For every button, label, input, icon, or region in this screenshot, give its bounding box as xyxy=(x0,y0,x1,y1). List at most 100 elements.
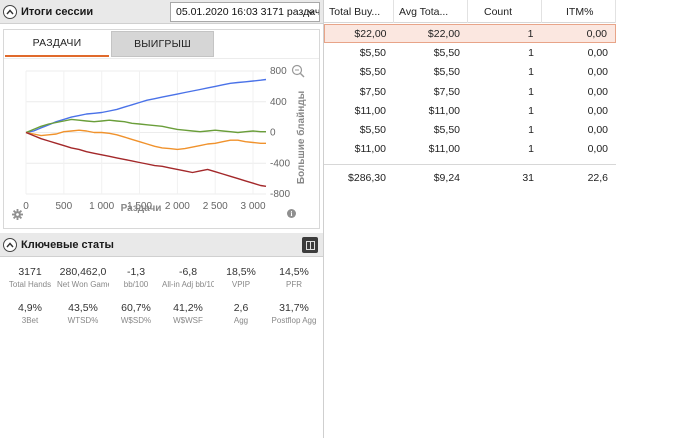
table-row[interactable]: $7,50 $7,50 1 0,00 xyxy=(324,82,616,101)
stat-value: 41,2% xyxy=(173,302,203,314)
column-header-itm[interactable]: ITM% xyxy=(542,0,616,23)
column-header-count[interactable]: Count xyxy=(468,0,542,23)
cell-itm: 0,00 xyxy=(586,27,608,40)
y-tick-label: 0 xyxy=(270,128,276,139)
graph-chart: 800 400 0 -400 -800 0 500 1 000 1 500 2 000 2 500 3… xyxy=(23,64,307,214)
stat-label: W$WSF xyxy=(173,316,203,325)
session-summary-title: Итоги сессии xyxy=(21,5,94,18)
table-row[interactable]: $22,00 $22,00 1 0,00 xyxy=(324,24,616,44)
stat-total-hands: 3171 Total Hands xyxy=(4,266,56,289)
collapse-key-stats-button[interactable] xyxy=(3,237,17,252)
stat-value: -6,8 xyxy=(178,266,198,278)
cell-avg-total: $7,50 xyxy=(433,85,460,98)
cell-itm: 0,00 xyxy=(587,85,608,98)
x-tick-label: 500 xyxy=(55,201,72,212)
left-panel: Итоги сессии 05.01.2020 16:03 3171 разда… xyxy=(0,0,323,438)
stat-label: VPIP xyxy=(231,280,251,289)
session-summary-header: Итоги сессии 05.01.2020 16:03 3171 разда… xyxy=(0,0,323,24)
chevron-up-icon xyxy=(6,241,14,247)
stat-value: -1,3 xyxy=(126,266,146,278)
cell-avg-total: $5,50 xyxy=(433,124,460,137)
footer-total-buyin: $286,30 xyxy=(348,171,386,184)
cell-itm: 0,00 xyxy=(587,46,608,59)
info-icon[interactable]: i xyxy=(287,209,296,218)
cell-count: 1 xyxy=(528,143,534,156)
footer-count: 31 xyxy=(522,171,534,184)
tournament-table: Total Buy... Avg Tota... Count ITM% $22,… xyxy=(324,0,616,190)
cell-total-buyin: $5,50 xyxy=(359,124,386,137)
stat-value: 2,6 xyxy=(233,302,249,314)
stat-value: 14,5% xyxy=(279,266,309,278)
cell-avg-total: $5,50 xyxy=(433,66,460,79)
y-tick-label: 400 xyxy=(270,97,287,108)
stat-wwsf: 41,2% W$WSF xyxy=(162,302,214,325)
cell-total-buyin: $11,00 xyxy=(354,143,386,156)
cell-itm: 0,00 xyxy=(587,104,608,117)
table-row[interactable]: $5,50 $5,50 1 0,00 xyxy=(324,63,616,82)
stat-label: WTSD% xyxy=(67,316,99,325)
stat-wtsd: 43,5% WTSD% xyxy=(57,302,109,325)
stat-label: bb/100 xyxy=(123,280,149,289)
cell-count: 1 xyxy=(528,66,534,79)
cell-itm: 0,00 xyxy=(587,124,608,137)
stat-value: 280,462,0 xyxy=(59,266,107,278)
cell-count: 1 xyxy=(528,85,534,98)
y-tick-label: -800 xyxy=(270,189,290,200)
series-line-3 xyxy=(25,131,267,187)
stat-allin-adj: -6,8 All-in Adj bb/100 xyxy=(162,266,214,289)
cell-avg-total: $22,00 xyxy=(427,27,461,40)
x-tick-label: 2 500 xyxy=(203,201,228,212)
stat-label: All-in Adj bb/100 xyxy=(162,280,214,289)
table-row[interactable]: $5,50 $5,50 1 0,00 xyxy=(324,43,616,62)
column-header-avg-total[interactable]: Avg Tota... xyxy=(394,0,468,23)
panel-divider[interactable] xyxy=(323,0,324,438)
zoom-icon[interactable] xyxy=(291,64,305,78)
cell-avg-total: $11,00 xyxy=(428,104,460,117)
table-header: Total Buy... Avg Tota... Count ITM% xyxy=(324,0,616,23)
tab-hands[interactable]: РАЗДАЧИ xyxy=(5,31,109,57)
column-header-total-buyin[interactable]: Total Buy... xyxy=(324,0,394,23)
stat-bb100: -1,3 bb/100 xyxy=(110,266,162,289)
collapse-session-button[interactable] xyxy=(3,4,17,19)
x-tick-label: 2 000 xyxy=(165,201,190,212)
stat-wsd: 60,7% W$SD% xyxy=(110,302,162,325)
stat-label: Postflop Agg xyxy=(271,316,317,325)
x-tick-label: 0 xyxy=(23,201,29,212)
stat-value: 43,5% xyxy=(68,302,98,314)
gear-icon[interactable] xyxy=(12,209,23,220)
cell-avg-total: $5,50 xyxy=(433,46,460,59)
x-tick-label: 1 500 xyxy=(127,201,152,212)
series-line-1 xyxy=(25,118,266,134)
cell-total-buyin: $11,00 xyxy=(354,104,386,117)
stat-label: Agg xyxy=(233,316,249,325)
stat-vpip: 18,5% VPIP xyxy=(215,266,267,289)
cell-total-buyin: $5,50 xyxy=(359,46,386,59)
chart-area: 800 400 0 -400 -800 0 500 1 000 1 500 2 000 2 500 3… xyxy=(4,58,319,228)
stat-value: 4,9% xyxy=(18,302,42,314)
stat-3bet: 4,9% 3Bet xyxy=(4,302,56,325)
chevron-up-icon xyxy=(6,8,14,14)
tab-winnings[interactable]: ВЫИГРЫШ xyxy=(111,31,214,57)
session-select[interactable]: 05.01.2020 16:03 3171 раздач) xyxy=(170,2,320,22)
cell-itm: 0,00 xyxy=(587,143,608,156)
y-tick-label: -400 xyxy=(270,158,290,169)
panel-layout-icon[interactable] xyxy=(302,237,318,253)
stat-value: 3171 xyxy=(18,266,42,278)
cell-itm: 0,00 xyxy=(587,66,608,79)
series-line-0 xyxy=(25,78,267,134)
stat-agg: 2,6 Agg xyxy=(215,302,267,325)
stat-value: 60,7% xyxy=(121,302,151,314)
table-footer: $286,30 $9,24 31 22,6 xyxy=(324,164,616,190)
footer-itm: 22,6 xyxy=(587,171,608,184)
stat-pfr: 14,5% PFR xyxy=(268,266,320,289)
series-line-2 xyxy=(25,129,266,151)
table-row[interactable]: $5,50 $5,50 1 0,00 xyxy=(324,120,616,139)
stat-value: 31,7% xyxy=(279,302,309,314)
x-axis-label: Раздачи xyxy=(121,203,162,214)
stat-value: 18,5% xyxy=(226,266,256,278)
cell-count: 1 xyxy=(528,46,534,59)
cell-count: 1 xyxy=(527,27,534,40)
